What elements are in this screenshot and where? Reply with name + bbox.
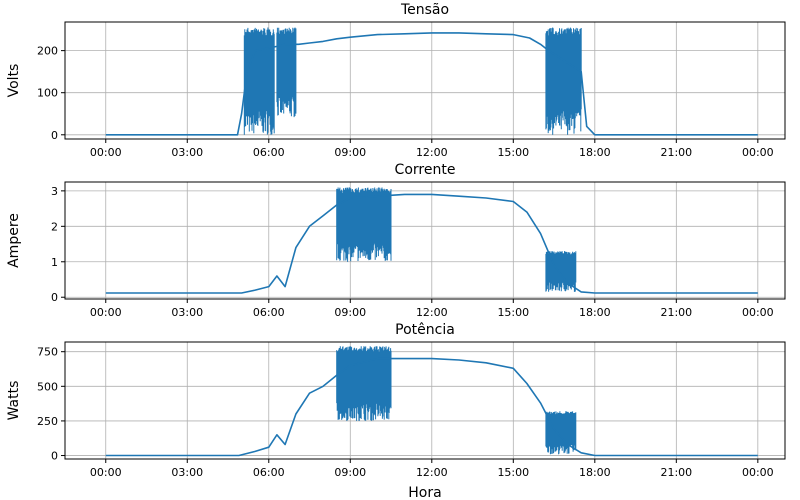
chart-title-tensao: Tensão bbox=[400, 2, 449, 18]
x-tick-label-corrente: 21:00 bbox=[660, 306, 692, 319]
x-tick-label-corrente: 06:00 bbox=[253, 306, 285, 319]
panel-corrente: 0 1 2 3 00:00 03:00 06:00 09:00 12:00 15:00 18:00… bbox=[6, 162, 786, 319]
x-tick-label-potencia: 00:00 bbox=[742, 466, 774, 479]
chart-title-potencia: Potência bbox=[395, 322, 455, 338]
x-tick-label-potencia: 12:00 bbox=[416, 466, 448, 479]
y-tick-label-corrente: 2 bbox=[51, 220, 58, 233]
grid-tensao bbox=[65, 22, 785, 139]
axes-frame-tensao bbox=[64, 21, 786, 140]
x-tick-label-tensao: 00:00 bbox=[90, 146, 122, 159]
x-tick-label-potencia: 21:00 bbox=[660, 466, 692, 479]
x-tick-label-corrente: 18:00 bbox=[579, 306, 611, 319]
series-line-tensao bbox=[105, 32, 758, 136]
panel-tensao: 0 100 200 00:00 03:00 06:00 09:00 12:00 15:00 18… bbox=[6, 2, 786, 159]
x-ticks-tensao: 00:00 03:00 06:00 09:00 12:00 15:00 18:00 21:00… bbox=[90, 139, 774, 159]
series-band-tensao bbox=[243, 27, 275, 135]
y-ticks-corrente: 0 1 2 3 bbox=[51, 185, 65, 304]
axes-frame-corrente bbox=[64, 181, 786, 300]
y-tick-label-tensao: 100 bbox=[37, 87, 58, 100]
x-tick-label-tensao: 03:00 bbox=[171, 146, 203, 159]
y-tick-label-tensao: 200 bbox=[37, 45, 58, 58]
y-axis-label-watts: Watts bbox=[6, 381, 22, 421]
x-tick-label-tensao: 09:00 bbox=[334, 146, 366, 159]
y-axis-label-volts: Volts bbox=[6, 64, 22, 98]
y-tick-label-tensao: 0 bbox=[51, 129, 58, 142]
chart-title-corrente: Corrente bbox=[395, 162, 456, 178]
x-tick-label-potencia: 09:00 bbox=[334, 466, 366, 479]
series-band-potencia bbox=[336, 346, 392, 421]
x-tick-label-tensao: 00:00 bbox=[742, 146, 774, 159]
y-tick-label-corrente: 1 bbox=[51, 256, 58, 269]
y-ticks-potencia: 0 250 500 750 bbox=[37, 346, 65, 463]
x-tick-label-tensao: 18:00 bbox=[579, 146, 611, 159]
y-axis-label-ampere: Ampere bbox=[6, 213, 22, 268]
y-ticks-tensao: 0 100 200 bbox=[37, 45, 65, 142]
panel-potencia: 0 250 500 750 00:00 03:00 06:00 09:00 12:00 15:0… bbox=[6, 322, 786, 500]
grid-corrente bbox=[65, 182, 785, 299]
x-tick-label-corrente: 00:00 bbox=[742, 306, 774, 319]
series-band-corrente bbox=[336, 187, 392, 262]
y-tick-label-corrente: 0 bbox=[51, 291, 58, 304]
grid-potencia bbox=[65, 342, 785, 459]
series-band-tensao bbox=[545, 27, 582, 135]
x-axis-label-hora: Hora bbox=[408, 485, 441, 500]
x-tick-label-tensao: 21:00 bbox=[660, 146, 692, 159]
x-tick-label-potencia: 00:00 bbox=[90, 466, 122, 479]
series-corrente bbox=[105, 187, 758, 294]
x-tick-label-corrente: 03:00 bbox=[171, 306, 203, 319]
series-potencia bbox=[105, 346, 758, 457]
x-tick-label-corrente: 00:00 bbox=[90, 306, 122, 319]
x-tick-label-potencia: 18:00 bbox=[579, 466, 611, 479]
series-line-potencia bbox=[105, 357, 758, 457]
x-tick-label-tensao: 06:00 bbox=[253, 146, 285, 159]
series-line-corrente bbox=[105, 193, 758, 294]
y-tick-label-potencia: 0 bbox=[51, 450, 58, 463]
y-tick-label-potencia: 500 bbox=[37, 380, 58, 393]
x-tick-label-potencia: 15:00 bbox=[497, 466, 529, 479]
x-ticks-potencia: 00:00 03:00 06:00 09:00 12:00 15:00 18:00 21:00… bbox=[90, 459, 774, 479]
series-band-potencia bbox=[545, 411, 577, 455]
x-ticks-corrente: 00:00 03:00 06:00 09:00 12:00 15:00 18:00 21:00… bbox=[90, 299, 774, 319]
y-tick-label-corrente: 3 bbox=[51, 185, 58, 198]
x-tick-label-potencia: 06:00 bbox=[253, 466, 285, 479]
x-tick-label-tensao: 15:00 bbox=[497, 146, 529, 159]
y-tick-label-potencia: 250 bbox=[37, 415, 58, 428]
y-tick-label-potencia: 750 bbox=[37, 346, 58, 359]
series-band-corrente bbox=[545, 251, 577, 292]
x-tick-label-tensao: 12:00 bbox=[416, 146, 448, 159]
series-tensao bbox=[105, 27, 758, 136]
x-tick-label-corrente: 12:00 bbox=[416, 306, 448, 319]
axes-frame-potencia bbox=[64, 341, 786, 460]
x-tick-label-potencia: 03:00 bbox=[171, 466, 203, 479]
series-band-tensao bbox=[276, 27, 297, 118]
x-tick-label-corrente: 15:00 bbox=[497, 306, 529, 319]
x-tick-label-corrente: 09:00 bbox=[334, 306, 366, 319]
